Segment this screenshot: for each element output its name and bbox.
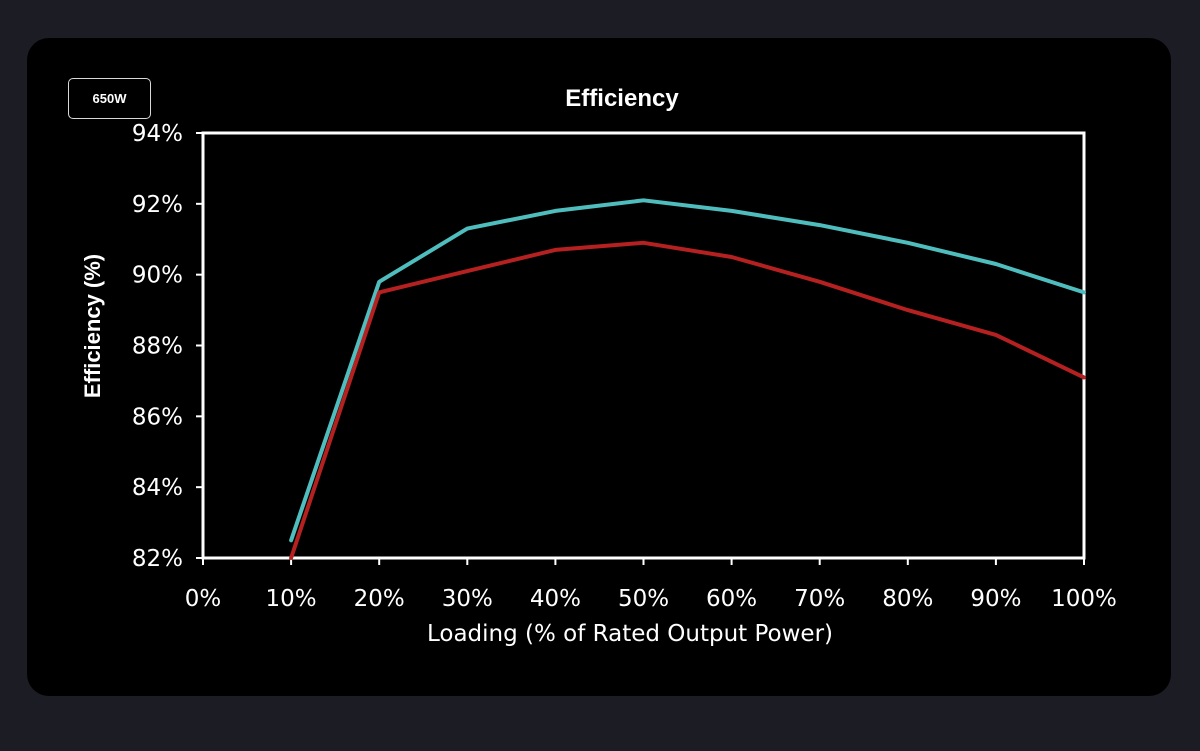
chart-title: Efficiency bbox=[565, 85, 679, 112]
y-tick-label: 90% bbox=[132, 263, 183, 289]
wattage-badge[interactable]: 650W bbox=[68, 78, 151, 119]
series-line-1 bbox=[289, 198, 1086, 543]
y-tick-label: 92% bbox=[132, 192, 183, 218]
x-tick-label: 10% bbox=[266, 586, 317, 612]
y-axis-label: Efficiency (%) bbox=[80, 254, 105, 398]
y-tick-label: 94% bbox=[132, 121, 183, 147]
x-axis-label: Loading (% of Rated Output Power) bbox=[427, 621, 833, 647]
x-tick-label: 90% bbox=[970, 586, 1021, 612]
y-tick-label: 84% bbox=[132, 475, 183, 501]
x-tick-label: 30% bbox=[442, 586, 493, 612]
x-tick-label: 60% bbox=[706, 586, 757, 612]
x-tick-label: 70% bbox=[794, 586, 845, 612]
x-tick-label: 20% bbox=[354, 586, 405, 612]
y-tick-label: 86% bbox=[132, 404, 183, 430]
plot-area: 82% 84% 86% 88% 90% 92% 94% 0% 10% 20% 30% 40% 50% 60… bbox=[132, 121, 1117, 612]
x-tick-label: 80% bbox=[882, 586, 933, 612]
y-tick-label: 88% bbox=[132, 334, 183, 360]
chart-card bbox=[27, 38, 1171, 696]
y-tick-label: 82% bbox=[132, 546, 183, 572]
x-tick-label: 50% bbox=[618, 586, 669, 612]
series-line-2 bbox=[289, 240, 1086, 560]
x-tick-label: 40% bbox=[530, 586, 581, 612]
x-tick-label: 0% bbox=[185, 586, 222, 612]
plot-frame bbox=[201, 131, 1086, 560]
x-tick-label: 100% bbox=[1051, 586, 1117, 612]
